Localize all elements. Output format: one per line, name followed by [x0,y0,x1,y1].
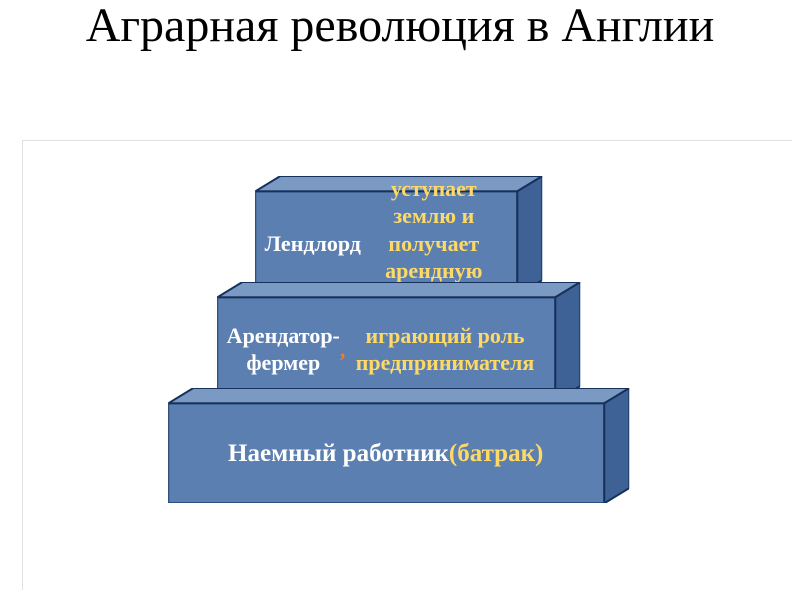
block-label-2: Наемный работник (батрак) [168,403,604,503]
pyramid-block-1: Арендатор-фермер, играющий роль предприн… [217,282,580,401]
block-label-0: Лендлорд уступает землю и получает аренд… [255,191,517,295]
block-label-1: Арендатор-фермер, играющий роль предприн… [217,297,555,401]
block-label-span: Лендлорд [265,230,361,258]
pyramid-diagram: Лендлорд уступает землю и получает аренд… [168,176,629,505]
block-label-span: Наемный работник [228,438,449,469]
block-label-span: Арендатор-фермер [227,322,340,377]
diagram-container: Лендлорд уступает землю и получает аренд… [22,140,792,590]
block-label-span: играющий роль предпринимателя [345,322,544,377]
pyramid-block-2: Наемный работник (батрак) [168,388,629,503]
page-title: Аграрная революция в Англии [0,0,800,53]
block-label-span: (батрак) [449,438,543,469]
pyramid-block-0: Лендлорд уступает землю и получает аренд… [255,176,542,295]
